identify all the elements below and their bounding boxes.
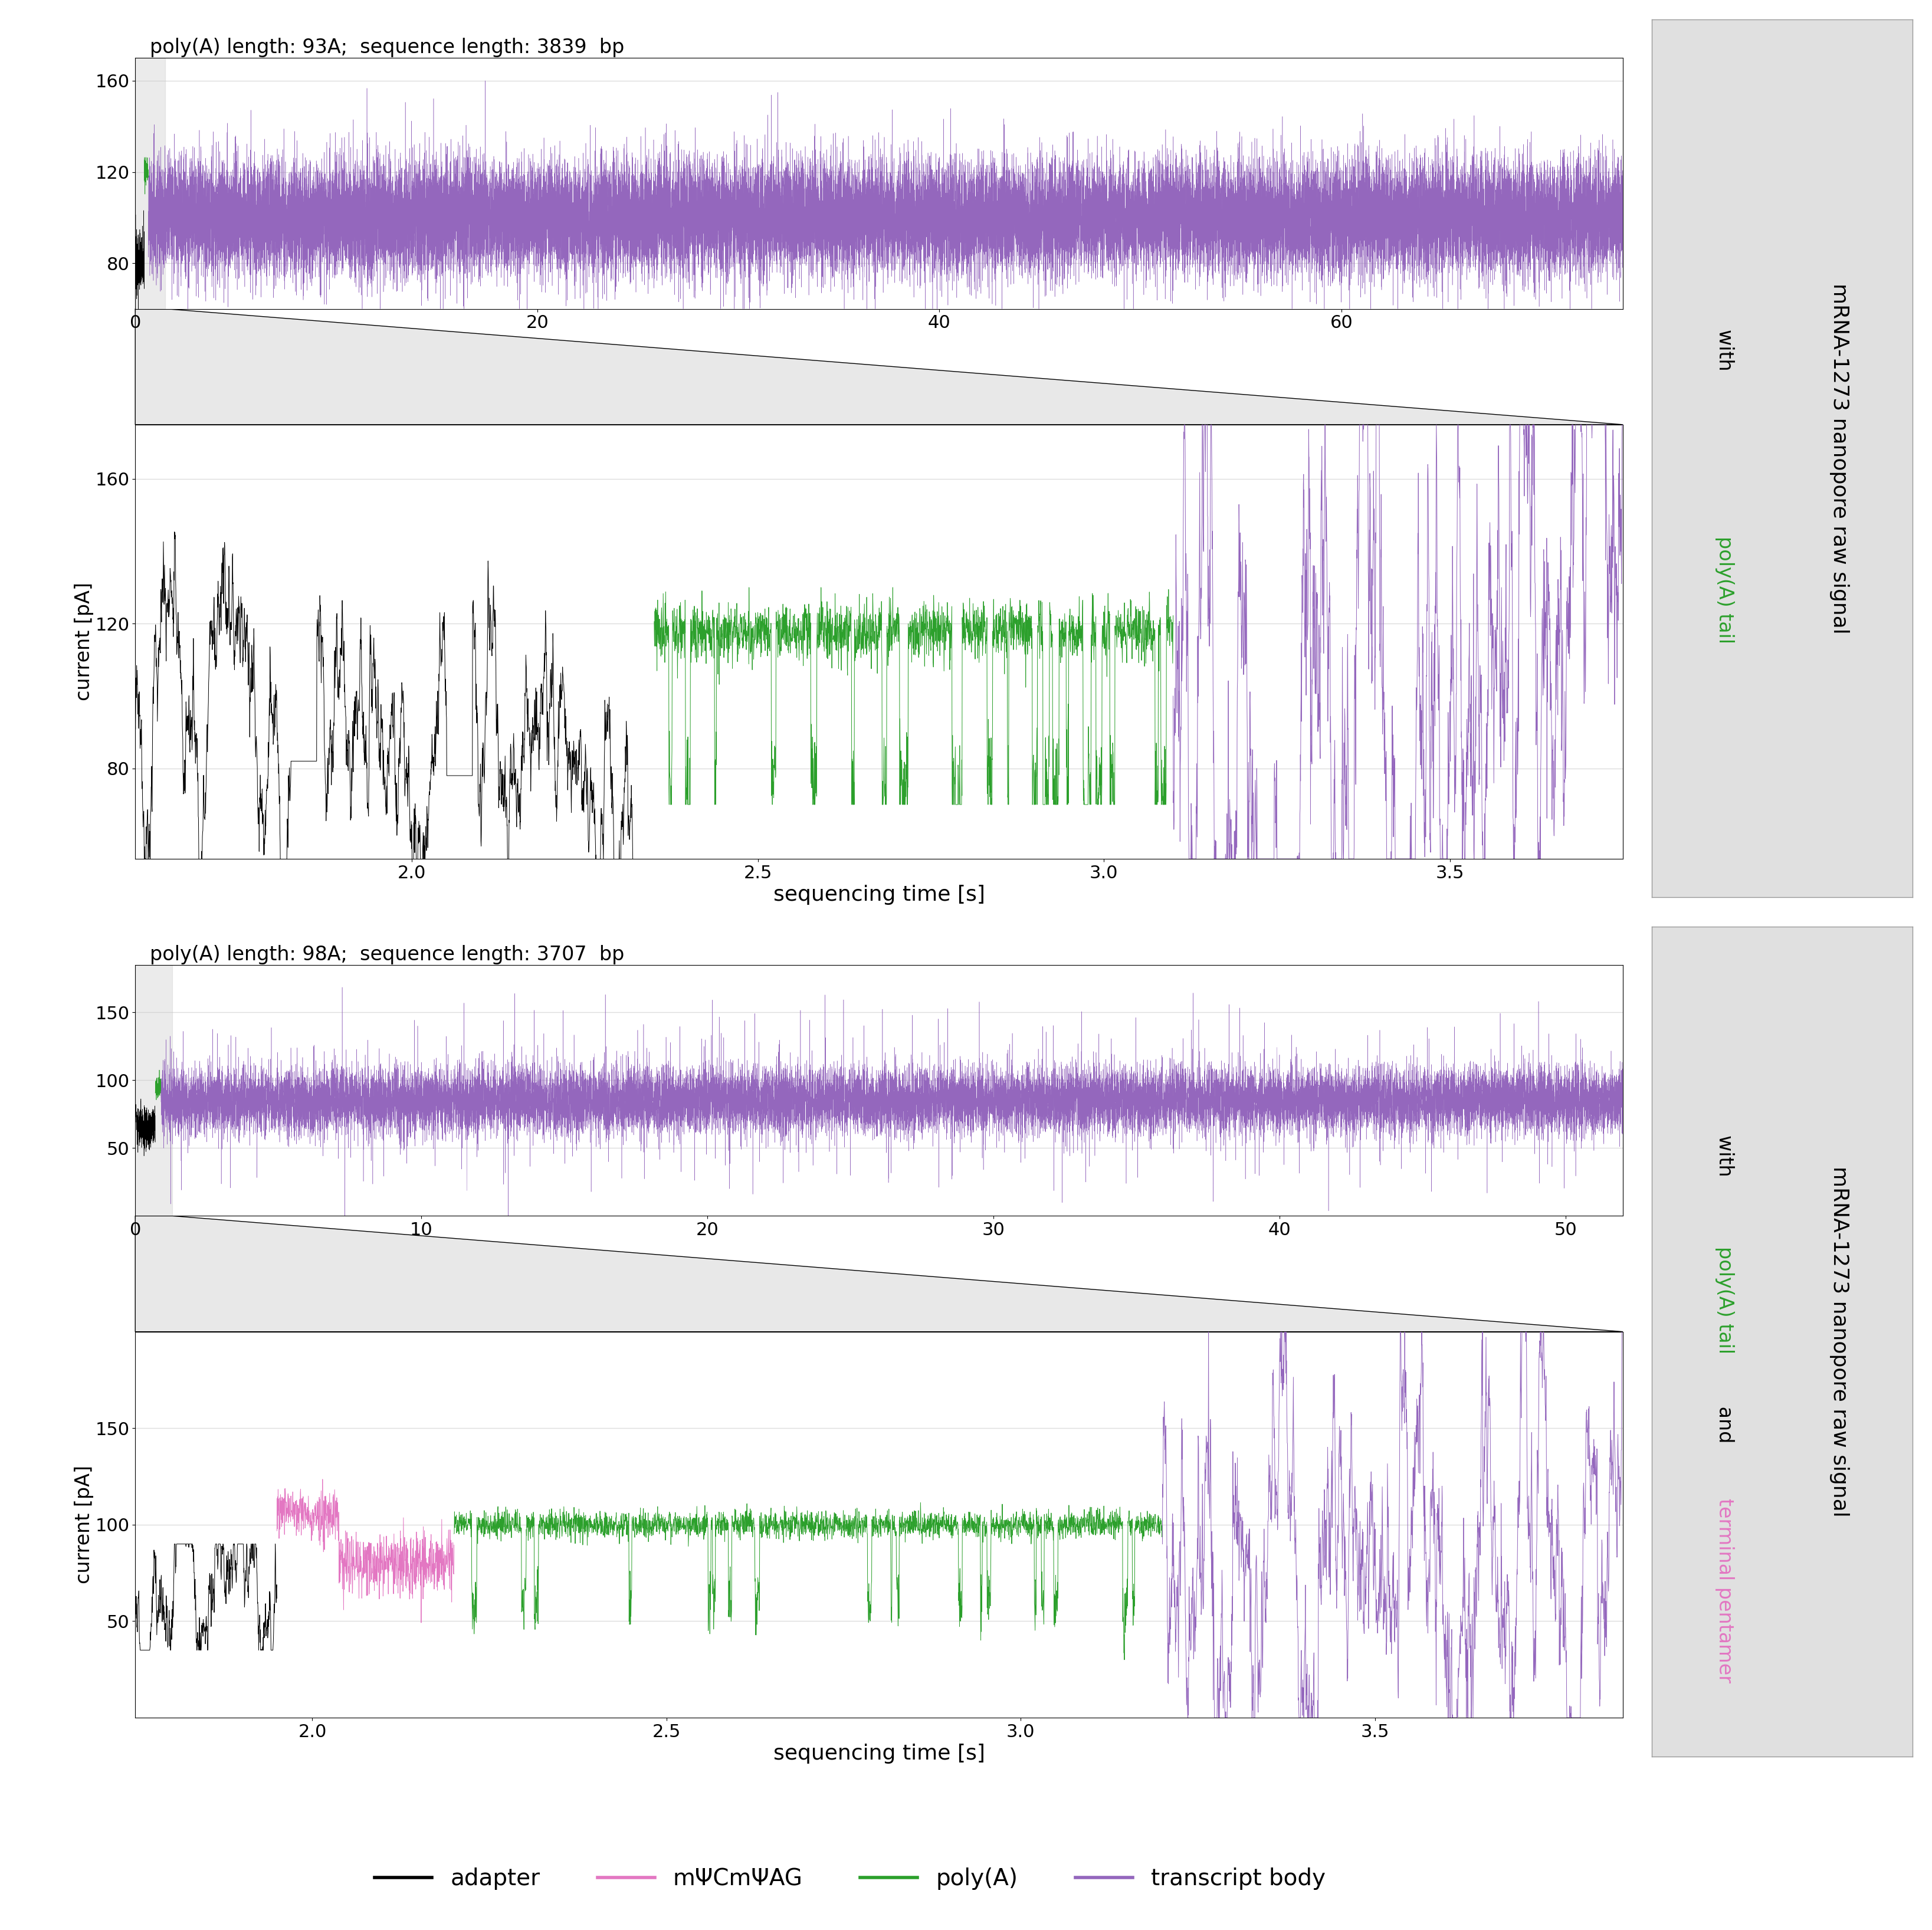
Text: poly(A) tail: poly(A) tail — [1716, 1247, 1735, 1353]
Bar — [135, 965, 172, 1216]
Y-axis label: current [pA]: current [pA] — [73, 1465, 93, 1585]
Text: poly(A) length: 93A;  sequence length: 3839  bp: poly(A) length: 93A; sequence length: 38… — [151, 39, 624, 58]
Text: terminal pentamer: terminal pentamer — [1716, 1498, 1735, 1683]
Text: mRNA-1273 nanopore raw signal: mRNA-1273 nanopore raw signal — [1830, 284, 1849, 633]
Legend: adapter, mΨCmΨAG, poly(A), transcript body: adapter, mΨCmΨAG, poly(A), transcript bo… — [365, 1859, 1335, 1899]
X-axis label: sequencing time [s]: sequencing time [s] — [773, 886, 985, 905]
X-axis label: sequencing time [s]: sequencing time [s] — [773, 1745, 985, 1764]
Text: with: with — [1716, 328, 1735, 376]
Text: mRNA-1273 nanopore raw signal: mRNA-1273 nanopore raw signal — [1830, 1166, 1849, 1517]
Text: with: with — [1716, 1135, 1735, 1183]
Text: poly(A) length: 98A;  sequence length: 3707  bp: poly(A) length: 98A; sequence length: 37… — [151, 946, 624, 965]
Text: and: and — [1716, 1399, 1735, 1449]
Text: poly(A) tail: poly(A) tail — [1716, 537, 1735, 645]
Bar — [135, 58, 166, 309]
Y-axis label: current [pA]: current [pA] — [73, 583, 93, 701]
